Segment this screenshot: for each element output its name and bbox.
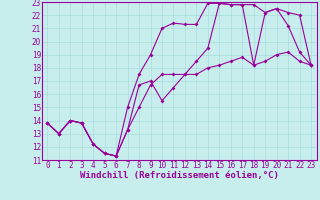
X-axis label: Windchill (Refroidissement éolien,°C): Windchill (Refroidissement éolien,°C) (80, 171, 279, 180)
